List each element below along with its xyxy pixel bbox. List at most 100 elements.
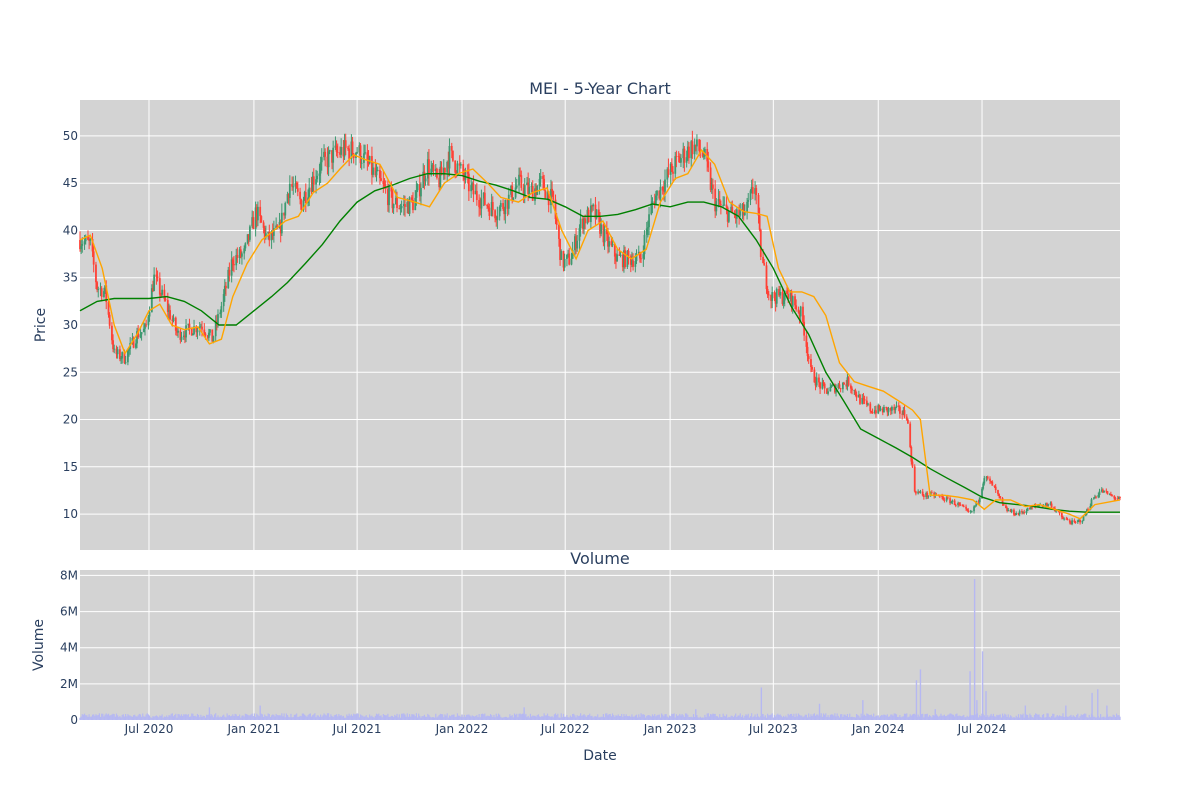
volume-bar xyxy=(832,714,834,720)
volume-bar xyxy=(1031,717,1033,720)
volume-bar xyxy=(151,717,153,720)
volume-bar xyxy=(796,716,798,720)
candle-body xyxy=(595,209,598,219)
candle-body xyxy=(1111,494,1113,496)
volume-bar xyxy=(607,715,609,720)
candle-body xyxy=(962,506,965,508)
candle-body xyxy=(348,148,351,159)
volume-bar xyxy=(504,716,506,720)
candle-body xyxy=(950,501,953,504)
candle-body xyxy=(725,204,728,208)
volume-bar xyxy=(276,715,278,720)
candle-body xyxy=(645,228,648,235)
candle-body xyxy=(134,343,137,348)
volume-bar xyxy=(422,716,424,720)
volume-bar xyxy=(784,717,786,720)
volume-bar xyxy=(881,714,883,720)
volume-bar xyxy=(638,714,640,720)
volume-bar xyxy=(400,713,403,720)
candle-body xyxy=(238,249,241,258)
volume-bar xyxy=(129,715,131,720)
volume-bar xyxy=(793,713,795,720)
volume-bar xyxy=(412,714,414,720)
volume-bar xyxy=(609,713,611,720)
volume-bar xyxy=(1085,713,1087,720)
candle-body xyxy=(925,492,928,497)
volume-bar xyxy=(748,717,750,720)
volume-bar xyxy=(426,716,428,720)
candle-body xyxy=(837,384,840,388)
volume-bar xyxy=(933,715,935,720)
candle-body xyxy=(137,331,140,338)
candle-body xyxy=(161,289,164,295)
candle-body xyxy=(182,335,185,337)
candle-body xyxy=(272,228,275,236)
candle-body xyxy=(164,299,167,301)
volume-spike-bar xyxy=(1065,705,1067,720)
candle-body xyxy=(977,501,980,503)
volume-bar xyxy=(530,716,533,720)
volume-axis-label: Volume xyxy=(31,619,47,671)
volume-bar xyxy=(427,713,429,720)
volume-bar xyxy=(712,713,714,720)
candle-body xyxy=(256,206,259,221)
candle-body xyxy=(228,269,231,276)
volume-bar xyxy=(598,717,600,720)
volume-bar xyxy=(312,715,314,720)
candle-body xyxy=(621,254,624,268)
volume-bar xyxy=(794,717,796,720)
volume-bar xyxy=(228,715,230,720)
volume-bar xyxy=(732,717,735,720)
candle-body xyxy=(121,352,124,359)
volume-bar xyxy=(435,713,437,720)
volume-bar xyxy=(419,715,421,720)
volume-bar xyxy=(1087,717,1089,720)
candle-body xyxy=(715,201,718,212)
volume-bar xyxy=(746,715,748,720)
volume-bar xyxy=(716,716,719,720)
volume-bar xyxy=(1114,716,1117,720)
candle-body xyxy=(506,199,509,209)
volume-bar xyxy=(665,714,667,720)
volume-bar xyxy=(678,715,680,720)
volume-bar xyxy=(438,715,440,720)
candle-body xyxy=(1001,498,1004,504)
volume-bar xyxy=(559,717,561,720)
volume-bar xyxy=(331,715,333,720)
candle-body xyxy=(283,212,286,216)
price-y-tick-label: 35 xyxy=(63,271,78,285)
volume-bar xyxy=(140,716,143,720)
volume-bar xyxy=(492,716,494,720)
candle-body xyxy=(877,405,880,414)
candle-body xyxy=(318,173,321,176)
volume-bar xyxy=(565,716,567,720)
candle-body xyxy=(1087,509,1089,511)
candle-body xyxy=(487,205,490,208)
volume-bar xyxy=(905,713,907,720)
volume-bar xyxy=(840,714,842,720)
volume-bar xyxy=(115,713,118,720)
volume-bar xyxy=(429,716,431,720)
volume-bar xyxy=(768,715,770,720)
volume-bar xyxy=(264,714,266,720)
candle-body xyxy=(921,491,924,496)
candle-body xyxy=(853,390,856,391)
volume-bar xyxy=(250,714,252,720)
candle-body xyxy=(891,406,893,411)
volume-bar xyxy=(231,715,233,720)
volume-bar xyxy=(356,713,358,720)
volume-bar xyxy=(175,713,177,720)
candle-body xyxy=(818,377,820,383)
volume-bar xyxy=(509,714,511,720)
volume-bar xyxy=(80,716,82,720)
volume-bar xyxy=(1080,714,1082,720)
candle-body xyxy=(642,254,645,259)
volume-bar xyxy=(196,713,199,720)
volume-bar xyxy=(931,717,933,720)
volume-bar xyxy=(299,715,301,720)
candle-body xyxy=(651,201,654,204)
candle-body xyxy=(717,199,720,202)
candle-body xyxy=(180,336,183,340)
candle-body xyxy=(838,384,841,389)
volume-bar xyxy=(1101,717,1103,720)
